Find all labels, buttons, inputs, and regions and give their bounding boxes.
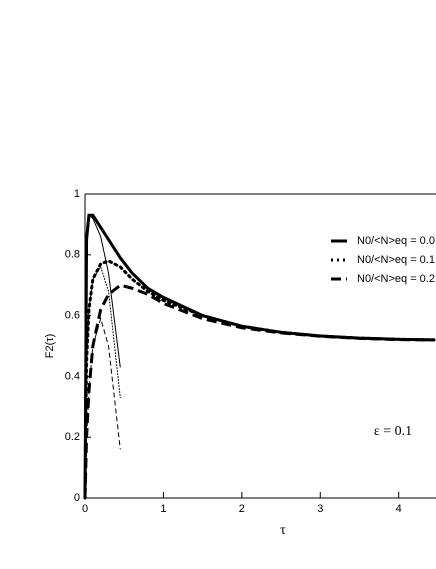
y-axis-label: F2(τ) [44, 334, 56, 359]
data-line [83, 283, 435, 499]
x-axis-label: τ [280, 523, 286, 538]
legend-label: N0/<N>eq = 0.2 [357, 273, 435, 285]
x-tick-label: 0 [82, 503, 88, 515]
y-tick-label: 0 [74, 492, 80, 504]
x-tick-label: 4 [396, 503, 402, 515]
y-tick-label: 1 [74, 188, 80, 200]
legend-label: N0/<N>eq = 0.1 [357, 254, 435, 266]
data-line [83, 259, 436, 500]
x-tick-label: 1 [160, 503, 166, 515]
data-line [84, 214, 121, 499]
y-tick-label: 0.8 [65, 249, 80, 261]
data-line [84, 316, 121, 499]
data-line [84, 265, 121, 499]
y-tick-label: 0.6 [65, 310, 80, 322]
x-tick-label: 2 [239, 503, 245, 515]
y-tick-label: 0.2 [65, 431, 80, 443]
x-tick-label: 3 [317, 503, 323, 515]
annotation: ε = 0.1 [374, 424, 412, 439]
legend-label: N0/<N>eq = 0.0 [357, 235, 435, 247]
y-tick-label: 0.4 [65, 370, 80, 382]
